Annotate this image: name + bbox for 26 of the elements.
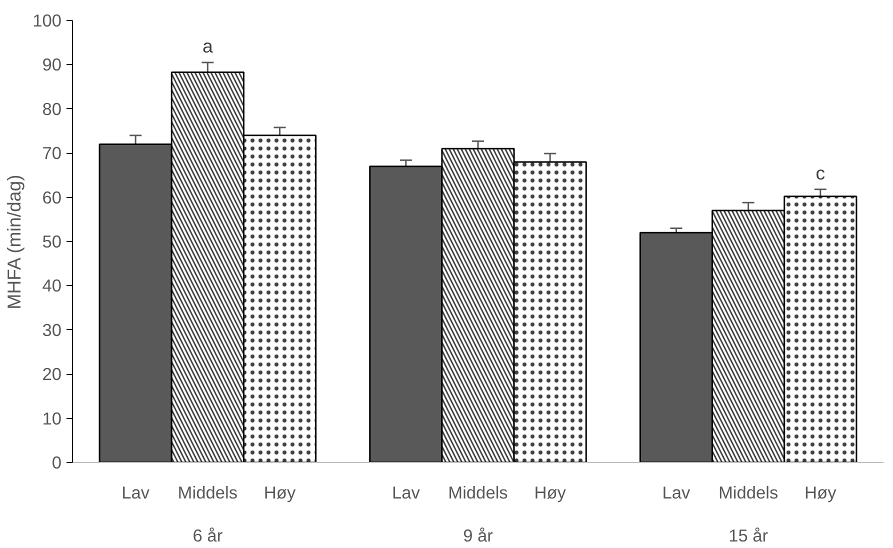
text: Lav — [392, 482, 420, 502]
y-tick-label: 30 — [42, 320, 62, 340]
text: Lav — [662, 482, 690, 502]
data-label: a — [202, 35, 214, 56]
y-tick-label: 80 — [42, 98, 62, 119]
series-label: Lav — [122, 482, 150, 502]
y-tick-label: 90 — [42, 54, 62, 75]
text: Høy — [804, 482, 836, 502]
x-tick-label: 15 år — [728, 526, 768, 546]
y-tick-label: 70 — [42, 143, 62, 164]
text: Middels — [718, 482, 778, 502]
data-label: c — [816, 162, 826, 184]
y-axis-title: MHFA (min/dag) — [4, 174, 25, 310]
y-tick-label: 10 — [42, 408, 62, 428]
series-label: Middels — [178, 482, 238, 502]
y-tick-label: 100 — [32, 10, 62, 30]
y-tick-label: 0 — [52, 452, 62, 472]
x-tick-label: 9 år — [463, 526, 494, 546]
y-tick-label: 50 — [42, 232, 62, 252]
text: Høy — [534, 482, 566, 502]
series-label: Høy — [264, 482, 296, 502]
text: Middels — [448, 482, 508, 502]
y-tick-label: 40 — [42, 276, 62, 296]
x-tick-label: 6 år — [192, 526, 223, 546]
y-tick-label: 20 — [42, 364, 62, 384]
y-tick-label: 60 — [42, 187, 62, 208]
